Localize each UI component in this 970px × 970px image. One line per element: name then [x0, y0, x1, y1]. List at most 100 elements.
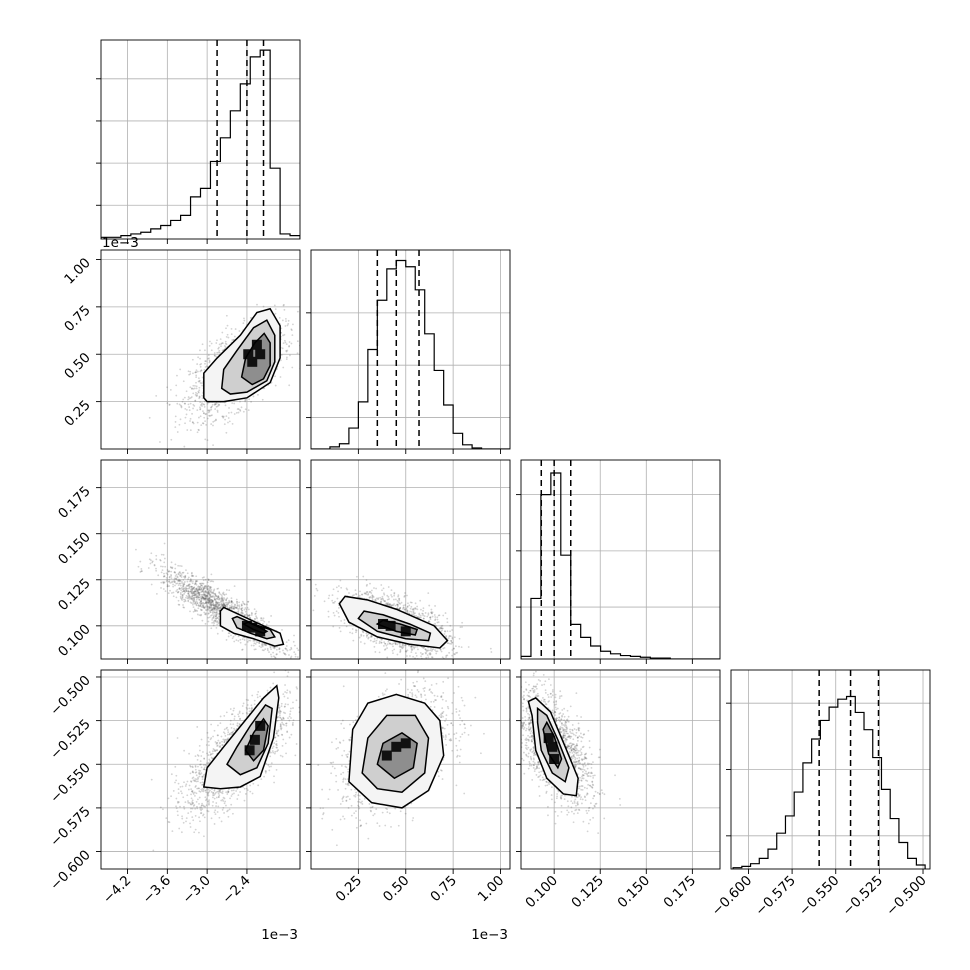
sample-point: [208, 598, 211, 601]
sample-point: [203, 403, 206, 406]
sample-point: [183, 402, 186, 405]
sample-point: [195, 391, 197, 394]
sample-point: [223, 594, 226, 596]
sample-point: [270, 655, 273, 658]
sample-point: [172, 580, 175, 583]
histogram-step-line: [732, 695, 926, 869]
sample-point: [222, 416, 225, 419]
sample-point: [220, 599, 223, 602]
sample-point: [194, 602, 196, 605]
sample-point: [172, 595, 175, 598]
sample-point: [199, 357, 201, 360]
sample-point: [233, 603, 236, 606]
sample-point: [204, 590, 207, 593]
sample-point: [297, 649, 300, 652]
sample-point: [307, 665, 309, 667]
sample-point: [215, 611, 218, 614]
sample-point: [121, 529, 124, 532]
sample-point: [425, 652, 427, 655]
sample-point: [205, 594, 208, 597]
sample-point: [290, 328, 293, 331]
sample-point: [250, 400, 252, 403]
sample-point: [439, 626, 442, 629]
sample-point: [221, 592, 224, 595]
sample-point: [453, 653, 456, 655]
sample-point: [207, 613, 210, 615]
sample-point: [253, 639, 256, 642]
sample-point: [179, 584, 182, 587]
sample-point: [163, 581, 166, 584]
sample-point: [188, 598, 191, 600]
sample-point: [196, 363, 199, 365]
sample-point: [211, 592, 214, 595]
sample-point: [405, 608, 408, 611]
sample-point: [261, 642, 264, 645]
sample-point: [392, 645, 394, 648]
sample-point: [206, 605, 209, 608]
sample-point: [155, 395, 158, 397]
sample-point: [240, 603, 243, 606]
sample-point: [189, 373, 192, 375]
sample-point: [208, 597, 211, 600]
sample-point: [216, 409, 219, 412]
sample-point: [225, 431, 228, 434]
sample-point: [208, 591, 210, 594]
sample-point: [243, 614, 246, 617]
sample-point: [422, 647, 425, 649]
sample-point: [386, 661, 388, 663]
sample-point: [213, 354, 216, 357]
sample-point: [194, 400, 197, 402]
sample-point: [217, 606, 220, 608]
sample-point: [220, 603, 223, 606]
sample-point: [226, 601, 228, 604]
sample-point: [237, 408, 240, 410]
sample-point: [451, 641, 454, 644]
sample-point: [150, 559, 152, 562]
sample-point: [372, 640, 375, 643]
sample-point: [212, 616, 215, 619]
sample-point: [214, 620, 216, 623]
sample-point: [208, 409, 211, 412]
sample-point: [168, 404, 171, 406]
sample-point: [292, 323, 294, 326]
scatter-panel-0-1-frame: [100, 249, 301, 450]
sample-point: [362, 575, 365, 578]
sample-point: [172, 585, 175, 588]
sample-point: [190, 598, 193, 600]
sample-point: [232, 607, 235, 610]
sample-point: [201, 422, 204, 425]
sample-point: [222, 591, 225, 594]
sample-point: [216, 411, 219, 413]
sample-point: [441, 629, 443, 632]
sample-point: [256, 303, 258, 306]
sample-point: [230, 333, 233, 336]
sample-point: [212, 615, 215, 618]
sample-point: [234, 634, 237, 637]
sample-point: [302, 369, 304, 371]
sample-point: [208, 357, 210, 360]
sample-point: [215, 618, 218, 620]
sample-point: [192, 587, 195, 590]
sample-point: [203, 587, 206, 590]
sample-point: [292, 665, 294, 667]
sample-point: [217, 595, 220, 598]
sample-point: [377, 598, 380, 601]
sample-point: [233, 605, 236, 608]
sample-point: [179, 587, 182, 590]
sample-point: [247, 409, 250, 412]
sample-point: [418, 616, 421, 619]
sample-point: [230, 634, 232, 637]
sample-point: [296, 352, 299, 355]
sample-point: [159, 559, 162, 562]
sample-point: [210, 606, 213, 609]
sample-point: [185, 590, 188, 593]
sample-point: [238, 330, 241, 332]
sample-point: [182, 588, 185, 591]
sample-point: [227, 411, 230, 414]
sample-point: [211, 621, 214, 624]
sample-point: [214, 604, 217, 606]
sample-point: [219, 600, 222, 603]
sample-point: [194, 587, 197, 590]
sample-point: [199, 370, 202, 373]
